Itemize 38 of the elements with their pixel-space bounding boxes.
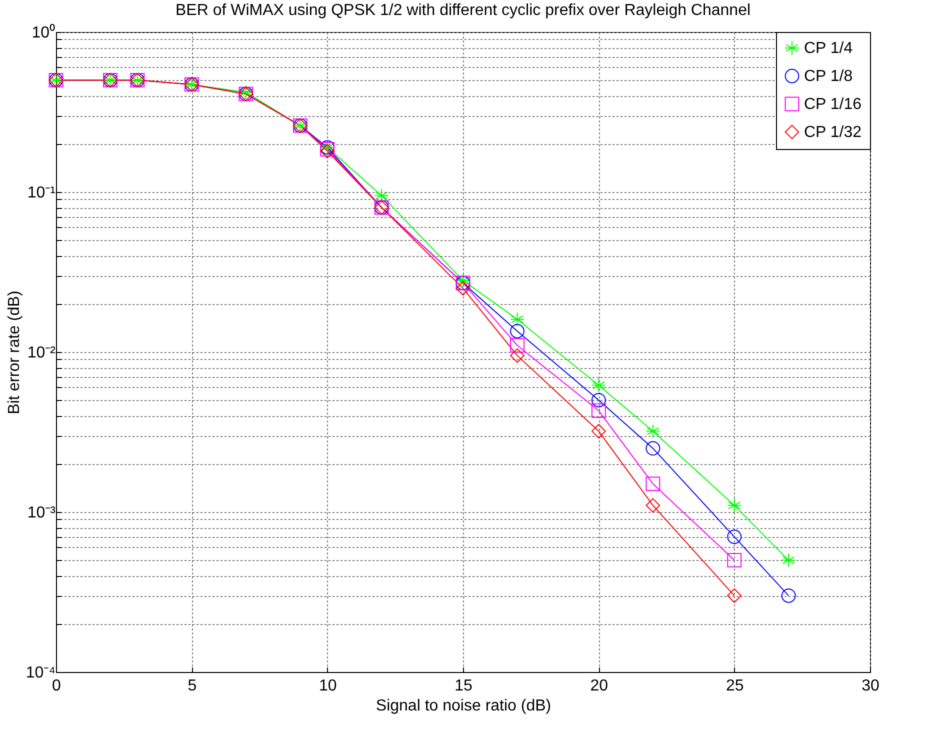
x-tick-label: 5 bbox=[188, 678, 197, 694]
point bbox=[510, 338, 524, 353]
x-tick-label: 20 bbox=[590, 678, 608, 694]
x-tick-label: 30 bbox=[862, 678, 880, 694]
x-tick-label: 10 bbox=[318, 678, 337, 694]
x-tick-label: 0 bbox=[52, 678, 62, 694]
point bbox=[646, 441, 660, 456]
x-tick-label: 15 bbox=[454, 678, 472, 694]
point bbox=[591, 392, 606, 408]
y-tick-label: 10⁻¹ bbox=[27, 184, 56, 202]
point bbox=[510, 324, 524, 338]
y-tick-label: 10⁻² bbox=[27, 344, 56, 362]
point bbox=[646, 498, 660, 513]
chart-title: BER of WiMAX using QPSK 1/2 with different cyclic prefix over Rayleigh Channel bbox=[175, 2, 751, 19]
legend-label: CP 1/4 bbox=[804, 40, 853, 57]
point bbox=[591, 403, 606, 418]
point bbox=[781, 588, 796, 603]
point bbox=[781, 552, 796, 568]
point bbox=[456, 281, 470, 296]
y-tick-label: 10⁰ bbox=[32, 24, 56, 42]
point bbox=[727, 552, 742, 568]
legend-label: CP 1/32 bbox=[804, 124, 862, 141]
legend-label: CP 1/8 bbox=[804, 68, 853, 85]
point bbox=[727, 588, 742, 603]
point bbox=[591, 424, 606, 438]
y-axis-title: Bit error rate (dB) bbox=[6, 290, 23, 414]
point bbox=[510, 312, 524, 327]
point bbox=[646, 424, 660, 438]
point bbox=[727, 530, 742, 544]
x-tick-label: 25 bbox=[726, 678, 744, 694]
point bbox=[591, 378, 606, 392]
point bbox=[646, 476, 660, 492]
point bbox=[727, 498, 742, 513]
y-tick-label: 10⁻³ bbox=[27, 504, 56, 522]
legend-label: CP 1/16 bbox=[804, 96, 862, 113]
x-axis-title: Signal to noise ratio (dB) bbox=[376, 698, 552, 714]
point bbox=[374, 188, 389, 203]
point bbox=[510, 348, 524, 363]
